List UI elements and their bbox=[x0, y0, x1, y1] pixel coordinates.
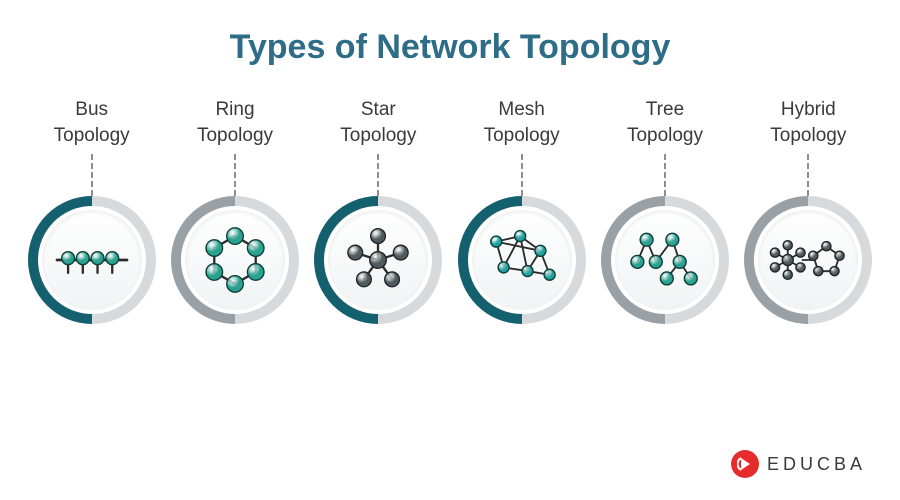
topology-item: HybridTopology bbox=[738, 97, 878, 324]
topology-label: TreeTopology bbox=[627, 97, 703, 148]
topology-medallion bbox=[314, 196, 442, 324]
connector-line bbox=[234, 154, 236, 196]
topology-medallion bbox=[744, 196, 872, 324]
brand-text: EDUCBA bbox=[767, 454, 866, 475]
topology-diagram-icon bbox=[185, 210, 285, 310]
topology-label: MeshTopology bbox=[484, 97, 560, 148]
page-title: Types of Network Topology bbox=[0, 0, 900, 67]
topology-medallion bbox=[458, 196, 586, 324]
topology-item: BusTopology bbox=[22, 97, 162, 324]
connector-line bbox=[91, 154, 93, 196]
connector-line bbox=[377, 154, 379, 196]
brand-play-icon bbox=[731, 450, 759, 478]
topology-diagram-icon bbox=[328, 210, 428, 310]
topology-diagram-icon bbox=[615, 210, 715, 310]
topology-item: TreeTopology bbox=[595, 97, 735, 324]
topology-item: StarTopology bbox=[308, 97, 448, 324]
topology-label: StarTopology bbox=[340, 97, 416, 148]
topology-diagram-icon bbox=[42, 210, 142, 310]
topology-medallion bbox=[28, 196, 156, 324]
topology-medallion bbox=[171, 196, 299, 324]
topology-medallion bbox=[601, 196, 729, 324]
connector-line bbox=[521, 154, 523, 196]
topology-diagram-icon bbox=[472, 210, 572, 310]
topology-label: RingTopology bbox=[197, 97, 273, 148]
topology-diagram-icon bbox=[758, 210, 858, 310]
connector-line bbox=[664, 154, 666, 196]
brand: EDUCBA bbox=[731, 450, 866, 478]
topology-row: BusTopology RingTopology StarTopology MeshT… bbox=[0, 97, 900, 324]
connector-line bbox=[807, 154, 809, 196]
topology-label: BusTopology bbox=[54, 97, 130, 148]
topology-item: MeshTopology bbox=[452, 97, 592, 324]
topology-label: HybridTopology bbox=[770, 97, 846, 148]
topology-item: RingTopology bbox=[165, 97, 305, 324]
